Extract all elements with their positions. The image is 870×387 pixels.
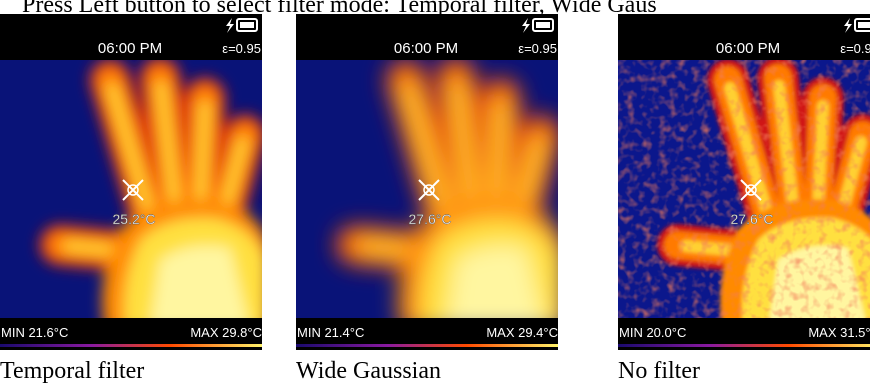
camera-screen: 06:00 PM ε=0.95 27.6°C MIN 20.0°C MAX 31.5°C… [618, 14, 870, 384]
min-temperature: MIN 20.0°C [619, 325, 686, 340]
emissivity: ε=0.95 [222, 41, 261, 56]
caption: No filter [618, 358, 700, 384]
crosshair [418, 179, 440, 201]
top-bar [296, 14, 558, 60]
color-scale [0, 344, 262, 347]
caption: Wide Gaussian [296, 358, 441, 384]
camera-screen: 06:00 PM ε=0.95 25.2°C MIN 21.6°C MAX 29.8°C… [0, 14, 262, 384]
charge-icon [522, 18, 530, 33]
charge-icon [844, 18, 852, 33]
crosshair [122, 179, 144, 201]
emissivity: ε=0.95 [840, 41, 870, 56]
max-temperature: MAX 31.5°C [808, 325, 870, 340]
crosshair [740, 179, 762, 201]
battery-level [240, 22, 254, 28]
battery-icon [532, 18, 554, 32]
camera-screen: 06:00 PM ε=0.95 27.6°C MIN 21.4°C MAX 29.4°C… [296, 14, 558, 384]
time: 06:00 PM [98, 40, 162, 57]
time: 06:00 PM [394, 40, 458, 57]
spot-temperature: 27.6°C [731, 211, 774, 227]
battery-icon [236, 18, 258, 32]
min-temperature: MIN 21.4°C [297, 325, 364, 340]
color-scale [296, 344, 558, 347]
battery-level [536, 22, 550, 28]
crosshair-ring [127, 184, 139, 196]
emissivity: ε=0.95 [518, 41, 557, 56]
caption: Temporal filter [0, 358, 144, 384]
color-scale [618, 344, 870, 347]
spot-temperature: 25.2°C [113, 211, 156, 227]
min-temperature: MIN 21.6°C [1, 325, 68, 340]
top-bar [618, 14, 870, 60]
max-temperature: MAX 29.4°C [486, 325, 558, 340]
header-text: Press Left button to select filter mode:… [22, 0, 657, 18]
spot-temperature: 27.6°C [409, 211, 452, 227]
panels: 06:00 PM ε=0.95 25.2°C MIN 21.6°C MAX 29.8°C… [0, 14, 870, 384]
max-temperature: MAX 29.8°C [190, 325, 262, 340]
crosshair-ring [423, 184, 435, 196]
charge-icon [226, 18, 234, 33]
thermal-image [0, 60, 262, 318]
time: 06:00 PM [716, 40, 780, 57]
top-bar [0, 14, 262, 60]
battery-icon [854, 18, 870, 32]
thermal-image [618, 60, 870, 318]
crosshair-ring [745, 184, 757, 196]
sensor-noise [618, 60, 870, 318]
battery-level [858, 22, 870, 28]
